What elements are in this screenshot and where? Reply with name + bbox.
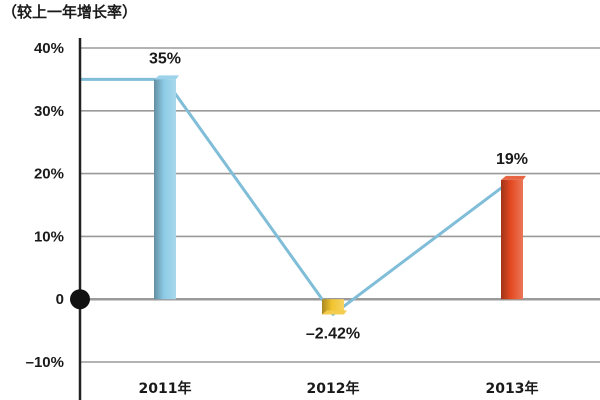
y-tick-label: 20%: [34, 166, 64, 183]
trend-line-layer: [80, 77, 513, 316]
bars-layer: [154, 75, 526, 315]
y-tick-label: 30%: [34, 103, 64, 120]
y-axis-title: （较上一年增长率）: [2, 3, 137, 21]
category-label: 2012年: [307, 380, 360, 397]
origin-marker: [70, 289, 90, 310]
data-label: 19%: [496, 151, 528, 168]
bar-cap: [501, 175, 526, 180]
category-label: 2013年: [486, 380, 539, 397]
category-label: 2011年: [139, 380, 192, 397]
category-labels: 2011年 2012年 2013年: [139, 380, 539, 397]
y-tick-label: 10%: [34, 228, 64, 245]
y-tick-label: 40%: [34, 40, 64, 57]
bar: [154, 79, 176, 300]
bar-cap: [322, 310, 347, 315]
axes-layer: [70, 38, 90, 400]
y-tick-label: –10%: [26, 354, 64, 371]
y-tick-labels: –10% 0 10% 20% 30% 40%: [26, 40, 64, 371]
bar: [501, 179, 523, 300]
y-tick-label: 0: [56, 291, 64, 308]
data-label: 35%: [149, 50, 181, 67]
bar-cap: [154, 75, 179, 80]
data-label: –2.42%: [306, 325, 360, 342]
data-labels: 35% –2.42% 19%: [149, 50, 528, 342]
trend-line: [80, 77, 513, 316]
